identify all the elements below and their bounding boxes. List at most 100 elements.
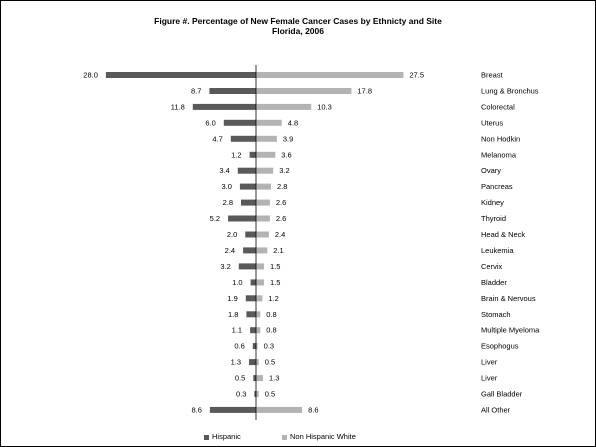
bar-non-hispanic-white xyxy=(256,119,282,126)
data-label-non-hispanic-white: 8.6 xyxy=(308,405,318,414)
category-label: Bladder xyxy=(481,278,507,287)
bar-non-hispanic-white xyxy=(256,391,259,397)
title-line-2: Florida, 2006 xyxy=(272,26,324,36)
data-label-hispanic: 3.4 xyxy=(219,166,229,175)
bar-non-hispanic-white xyxy=(256,215,270,222)
category-label: Cervix xyxy=(481,262,503,271)
data-label-non-hispanic-white: 10.3 xyxy=(317,102,332,111)
category-label: Head & Neck xyxy=(481,230,525,239)
data-label-non-hispanic-white: 27.5 xyxy=(409,71,424,80)
legend-label-non-hispanic-white: Non Hispanic White xyxy=(290,432,356,441)
chart-title: Figure #. Percentage of New Female Cance… xyxy=(0,16,596,36)
category-label: Brain & Nervous xyxy=(481,294,536,303)
bar-hispanic xyxy=(245,295,256,302)
data-label-hispanic: 2.0 xyxy=(227,230,237,239)
bar-non-hispanic-white xyxy=(256,406,303,413)
bar-hispanic xyxy=(243,247,256,254)
data-label-hispanic: 5.2 xyxy=(210,214,220,223)
data-label-non-hispanic-white: 0.8 xyxy=(266,326,276,335)
bar-non-hispanic-white xyxy=(256,327,261,334)
data-label-non-hispanic-white: 17.8 xyxy=(357,87,372,96)
bar-non-hispanic-white xyxy=(256,72,404,78)
category-label: Stomach xyxy=(481,310,511,319)
data-label-hispanic: 2.8 xyxy=(223,198,233,207)
data-label-hispanic: 1.8 xyxy=(228,310,238,319)
data-label-hispanic: 1.0 xyxy=(232,278,242,287)
bar-hispanic xyxy=(209,88,256,94)
bar-hispanic xyxy=(230,135,256,142)
bar-non-hispanic-white xyxy=(256,375,263,382)
data-label-non-hispanic-white: 3.9 xyxy=(283,134,293,143)
category-label: Melanoma xyxy=(481,150,517,159)
bar-hispanic xyxy=(252,343,256,350)
data-label-non-hispanic-white: 4.8 xyxy=(288,118,298,127)
bar-non-hispanic-white xyxy=(256,295,263,302)
bar-non-hispanic-white xyxy=(256,359,259,366)
bar-hispanic xyxy=(246,311,256,318)
data-label-hispanic: 8.6 xyxy=(191,405,201,414)
bar-non-hispanic-white xyxy=(256,199,270,206)
category-label: Liver xyxy=(481,374,498,383)
bar-non-hispanic-white xyxy=(256,263,264,270)
bar-hispanic xyxy=(245,231,256,238)
data-label-non-hispanic-white: 0.5 xyxy=(265,358,275,367)
bar-hispanic xyxy=(250,327,256,334)
bar-non-hispanic-white xyxy=(256,88,352,94)
bar-hispanic xyxy=(253,375,256,382)
data-label-non-hispanic-white: 1.5 xyxy=(270,278,280,287)
bar-non-hispanic-white xyxy=(256,247,268,254)
data-label-hispanic: 1.9 xyxy=(227,294,237,303)
data-label-hispanic: 3.0 xyxy=(221,182,231,191)
category-label: Lung & Bronchus xyxy=(481,87,539,96)
legend-label-hispanic: Hispanic xyxy=(212,432,241,441)
bar-hispanic xyxy=(241,199,256,206)
data-label-hispanic: 3.2 xyxy=(220,262,230,271)
data-label-hispanic: 1.3 xyxy=(231,358,241,367)
category-label: Breast xyxy=(481,71,504,80)
bar-hispanic xyxy=(192,103,256,110)
bar-hispanic xyxy=(237,167,256,174)
data-label-non-hispanic-white: 1.3 xyxy=(269,374,279,383)
data-label-hispanic: 2.4 xyxy=(225,246,235,255)
bar-non-hispanic-white xyxy=(256,311,261,318)
bar-non-hispanic-white xyxy=(256,231,269,238)
bar-hispanic xyxy=(239,183,256,190)
category-label: Gall Bladder xyxy=(481,390,523,399)
bar-non-hispanic-white xyxy=(256,279,264,286)
data-label-non-hispanic-white: 3.2 xyxy=(279,166,289,175)
category-label: Leukemia xyxy=(481,246,514,255)
category-label: Ovary xyxy=(481,166,501,175)
legend-swatch-non-hispanic-white xyxy=(282,434,287,440)
category-label: Kidney xyxy=(481,198,504,207)
bar-non-hispanic-white xyxy=(256,103,312,110)
legend-item-hispanic: Hispanic xyxy=(204,432,241,441)
data-label-non-hispanic-white: 1.5 xyxy=(270,262,280,271)
bar-hispanic xyxy=(105,72,257,78)
bar-hispanic xyxy=(228,215,256,222)
category-label: Multiple Myeloma xyxy=(481,326,540,335)
data-label-non-hispanic-white: 0.3 xyxy=(264,342,274,351)
legend-item-non-hispanic-white: Non Hispanic White xyxy=(282,432,356,441)
bar-hispanic xyxy=(250,279,256,286)
category-label: Pancreas xyxy=(481,182,513,191)
data-label-hispanic: 11.8 xyxy=(171,102,185,111)
bar-non-hispanic-white xyxy=(256,183,271,190)
data-label-hispanic: 1.2 xyxy=(231,150,241,159)
bar-hispanic xyxy=(209,406,256,413)
category-label: Colorectal xyxy=(481,102,515,111)
data-label-non-hispanic-white: 1.2 xyxy=(268,294,278,303)
data-label-hispanic: 4.7 xyxy=(212,134,222,143)
data-label-non-hispanic-white: 2.8 xyxy=(277,182,287,191)
data-label-non-hispanic-white: 0.5 xyxy=(265,390,275,399)
data-label-non-hispanic-white: 2.6 xyxy=(276,214,286,223)
bar-non-hispanic-white xyxy=(256,167,274,174)
category-label: Esophogus xyxy=(481,342,519,351)
data-label-hispanic: 28.0 xyxy=(83,71,98,80)
bar-hispanic xyxy=(238,263,256,270)
bar-non-hispanic-white xyxy=(256,135,277,142)
data-label-hispanic: 0.5 xyxy=(235,374,245,383)
title-line-1: Figure #. Percentage of New Female Cance… xyxy=(154,16,442,26)
category-label: Uterus xyxy=(481,118,503,127)
data-label-non-hispanic-white: 3.6 xyxy=(281,150,291,159)
